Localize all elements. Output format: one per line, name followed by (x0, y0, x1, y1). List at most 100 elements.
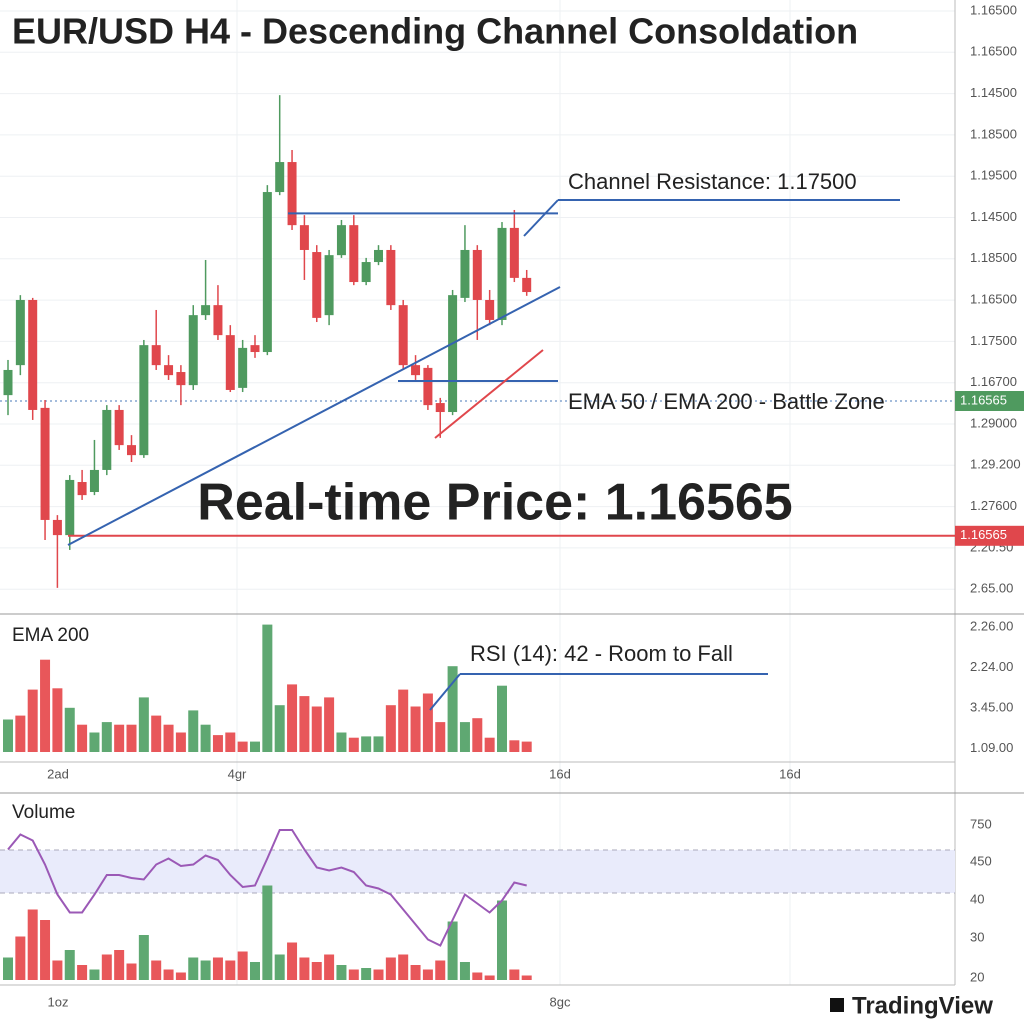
candle-body (411, 365, 421, 376)
candle-body (114, 409, 124, 446)
y-tick-label: 2.65.00 (970, 581, 1013, 596)
x-tick-label: 8gc (550, 994, 571, 1009)
candle-body (102, 409, 112, 470)
x-tick-label: 16d (779, 766, 801, 781)
bar (299, 957, 310, 980)
y-tick-label: 1.14500 (970, 85, 1017, 100)
bar (311, 706, 322, 752)
candle-body (238, 347, 248, 388)
candle-body (188, 315, 198, 386)
candle-body (275, 162, 285, 193)
bar (361, 968, 372, 980)
y-tick-label: 1.29000 (970, 415, 1017, 430)
candle-body (324, 255, 334, 316)
candle-body (89, 469, 99, 493)
price-label-box (955, 525, 1024, 546)
bar (398, 689, 409, 752)
y-tick-label: 1.09.00 (970, 740, 1013, 755)
bar (126, 724, 137, 752)
candle-body (77, 482, 87, 496)
annotation: EMA 50 / EMA 200 - Battle Zone (568, 389, 885, 414)
bar (497, 900, 507, 980)
bar (188, 710, 199, 752)
bar (126, 963, 137, 980)
candle-body (262, 192, 272, 353)
y-tick-label: 1.14500 (970, 209, 1017, 224)
callout-arrow (429, 673, 461, 711)
bar (89, 732, 100, 752)
bar (15, 936, 26, 980)
bar (287, 684, 298, 752)
bar (509, 740, 520, 752)
channel-line (434, 349, 544, 439)
candle-body (522, 277, 532, 293)
bar (225, 960, 236, 980)
price-annotation: Real-time Price: 1.16565 (197, 474, 792, 532)
bar (422, 693, 433, 752)
bar (3, 957, 13, 980)
grid (0, 0, 955, 985)
candle-body (225, 335, 235, 390)
bar (373, 969, 384, 980)
candle-body (65, 479, 75, 536)
title: EUR/USD H4 - Descending Channel Consolda… (12, 11, 858, 52)
bar (447, 921, 458, 980)
bar (15, 715, 26, 752)
bar (472, 718, 483, 752)
bar (188, 957, 199, 980)
candle-body (312, 252, 322, 318)
candle-body (460, 249, 470, 298)
candle-body (127, 445, 136, 456)
candle-body (201, 305, 211, 316)
bar (336, 732, 347, 752)
candle-body (213, 305, 223, 336)
bar (459, 722, 470, 752)
bar (77, 724, 88, 752)
support-trendline (67, 286, 561, 546)
bar (237, 741, 248, 752)
bar (385, 705, 396, 752)
bar (3, 719, 13, 752)
candle-body (423, 367, 433, 406)
bar (225, 732, 236, 752)
bar (262, 624, 273, 752)
bar (163, 969, 174, 980)
y-tick-label: 3.45.00 (970, 699, 1013, 714)
bar (27, 909, 38, 980)
bar (459, 962, 470, 980)
y-tick-label: 450 (970, 853, 992, 868)
candle-body (151, 345, 161, 366)
bar (484, 737, 495, 752)
y-tick-label: 40 (970, 891, 984, 906)
bar (77, 965, 88, 980)
x-tick-label: 16d (549, 766, 571, 781)
bar (27, 689, 38, 752)
bar (151, 715, 162, 752)
bar (435, 960, 446, 980)
bar (262, 885, 273, 980)
bar (40, 659, 51, 752)
y-tick-label: 20 (970, 969, 984, 984)
bar (212, 735, 223, 752)
x-tick-label: 1oz (48, 994, 69, 1009)
bar (138, 935, 149, 980)
bar (212, 957, 223, 980)
bar (373, 736, 384, 752)
bar (200, 960, 211, 980)
y-tick-label: 1.16700 (970, 374, 1017, 389)
marks (3, 95, 955, 980)
x-tick-label: 2ad (47, 766, 69, 781)
bar (410, 965, 421, 980)
candle-body (250, 345, 260, 353)
candle-body (28, 299, 38, 410)
bar (336, 965, 347, 980)
bar (101, 722, 112, 752)
candle-body (287, 162, 297, 226)
candle-body (52, 519, 62, 536)
bar (521, 741, 532, 752)
candle-body (472, 249, 482, 300)
bar (422, 969, 433, 980)
y-tick-label: 1.19500 (970, 168, 1017, 183)
candle-body (485, 299, 495, 320)
candle-body (448, 295, 458, 413)
